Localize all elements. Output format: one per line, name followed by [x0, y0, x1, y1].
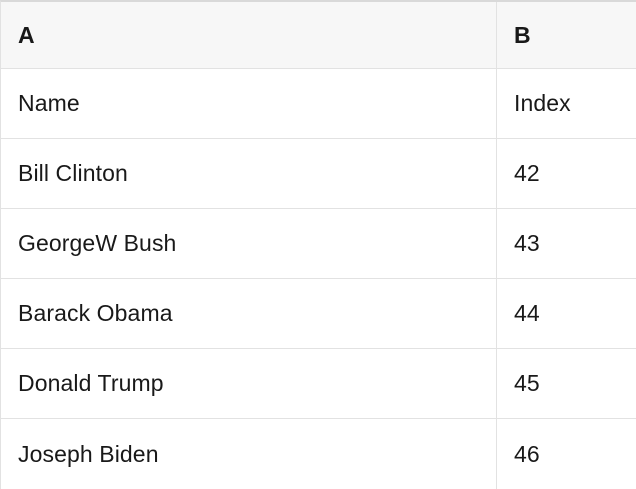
cell-a2-name[interactable]: Bill Clinton	[1, 139, 497, 208]
column-header-a[interactable]: A	[1, 2, 497, 68]
cell-b6-index[interactable]: 46	[497, 419, 636, 489]
cell-text: Barack Obama	[18, 300, 173, 326]
cell-text: Name	[18, 90, 80, 116]
cell-text: Donald Trump	[18, 370, 164, 396]
column-letter-row: A B	[1, 2, 636, 69]
cell-text: 46	[514, 440, 540, 467]
cell-text: Joseph Biden	[18, 440, 159, 467]
cell-b1-index-header[interactable]: Index	[497, 69, 636, 138]
cell-b3-index[interactable]: 43	[497, 209, 636, 278]
cell-text: GeorgeW Bush	[18, 230, 177, 256]
column-header-a-label: A	[18, 21, 35, 48]
cell-b5-index[interactable]: 45	[497, 349, 636, 418]
table-row: Donald Trump 45	[1, 349, 636, 419]
cell-text: 43	[514, 230, 540, 256]
cell-b2-index[interactable]: 42	[497, 139, 636, 208]
cell-a1-name-header[interactable]: Name	[1, 69, 497, 138]
cell-text: 42	[514, 160, 540, 186]
cell-text: 44	[514, 300, 540, 326]
cell-a6-name[interactable]: Joseph Biden	[1, 419, 497, 489]
cell-text: Index	[514, 90, 571, 116]
table-row: GeorgeW Bush 43	[1, 209, 636, 279]
cell-text: 45	[514, 370, 540, 396]
column-header-b-label: B	[514, 21, 531, 48]
field-name-row: Name Index	[1, 69, 636, 139]
cell-text: Bill Clinton	[18, 160, 128, 186]
table-row: Bill Clinton 42	[1, 139, 636, 209]
cell-a3-name[interactable]: GeorgeW Bush	[1, 209, 497, 278]
cell-b4-index[interactable]: 44	[497, 279, 636, 348]
cell-a5-name[interactable]: Donald Trump	[1, 349, 497, 418]
table-row: Barack Obama 44	[1, 279, 636, 349]
column-header-b[interactable]: B	[497, 2, 636, 68]
cell-a4-name[interactable]: Barack Obama	[1, 279, 497, 348]
table-row: Joseph Biden 46	[1, 419, 636, 489]
